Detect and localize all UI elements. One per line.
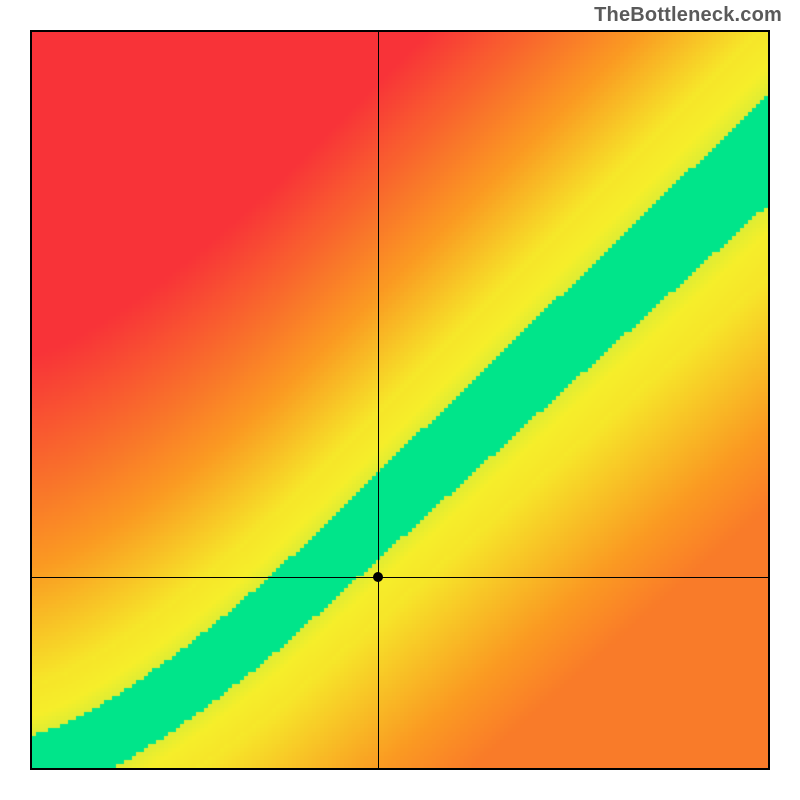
plot-area — [30, 30, 770, 770]
crosshair-horizontal — [32, 577, 768, 578]
chart-container: TheBottleneck.com — [0, 0, 800, 800]
crosshair-vertical — [378, 32, 379, 768]
watermark-label: TheBottleneck.com — [594, 4, 782, 27]
crosshair-marker — [373, 572, 383, 582]
heatmap-canvas — [32, 32, 768, 768]
